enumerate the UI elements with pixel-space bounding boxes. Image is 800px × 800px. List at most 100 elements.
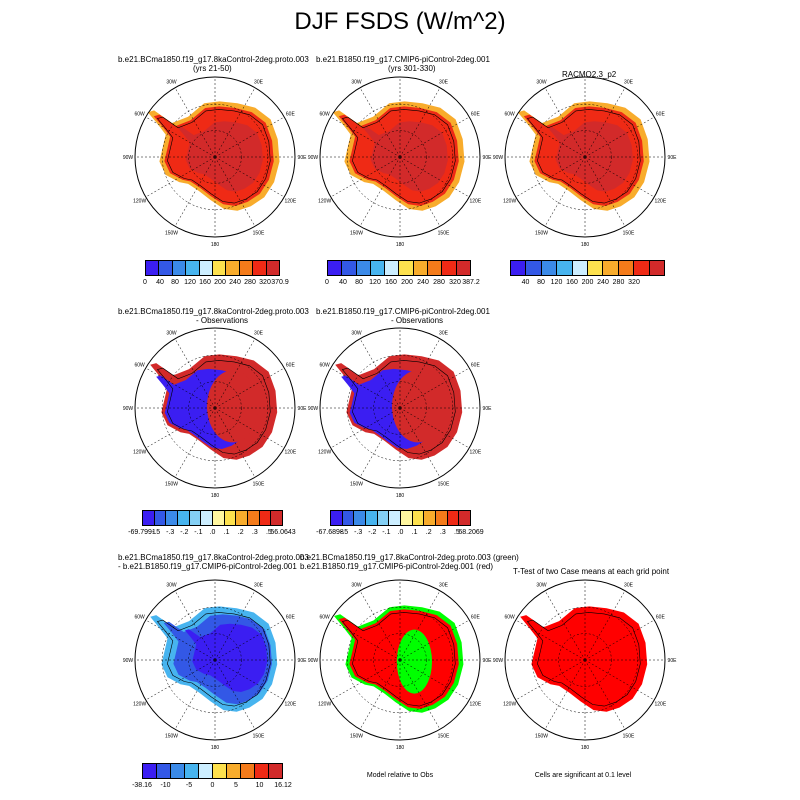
colorbar-swatch [456,261,470,275]
polar-map-r3c2: 30W 30E 60W 60E 90W 90E 120W 120E 150W 150E 180 [308,579,493,751]
panel-title-r3c3: T-Test of two Case means at each grid po… [513,567,670,576]
longitude-label: 120W [318,702,331,708]
longitude-label: 90E [668,155,678,161]
polar-map-r1c3: 30W 30E 60W 60E 90W 90E 120W 120E 150W 150E 180 [493,76,678,248]
note-significant: Cells are significant at 0.1 level [534,772,632,779]
meridian-line [399,116,470,158]
longitude-label: 30W [536,583,547,589]
longitude-label: 60W [135,363,146,369]
longitude-label: 30W [166,331,177,337]
longitude-label: 90E [483,658,493,664]
colorbar-tick-label: 40 [339,279,347,286]
colorbar-tick-label: 120 [184,279,196,286]
map-boundary [319,579,481,741]
latitude-circle [188,381,242,435]
meridian-line [214,407,256,478]
colorbar-tick-label: 80 [355,279,363,286]
longitude-label: 90E [298,406,308,412]
meridian-line [214,659,256,730]
colorbar-tick-label: 80 [537,279,545,286]
colorbar-swatch [236,511,249,525]
meridian-line [214,590,256,661]
longitude-label: 150W [535,230,548,236]
meridian-line [145,659,216,701]
colorbar-tick-label: 320 [259,279,271,286]
latitude-circle [188,130,242,184]
latitude-circle [373,130,427,184]
longitude-label: 150E [253,733,265,739]
longitude-label: 60W [320,363,331,369]
colorbar-tick-label: -67.6898 [316,529,344,536]
colorbar-swatch [269,764,282,778]
colorbar-swatch [199,764,213,778]
longitude-label: 30W [166,583,177,589]
longitude-label: 90E [298,155,308,161]
colorbar-swatch [248,511,260,525]
longitude-label: 90W [308,155,319,161]
meridian-line [359,156,401,227]
colorbar-swatch [342,261,357,275]
longitude-label: 60E [471,112,481,118]
longitude-label: 120E [285,450,297,456]
east-plateau-fill [207,370,259,443]
colorbar-tick-label: 40 [156,279,164,286]
longitude-label: 120W [503,702,516,708]
longitude-label: 60W [320,112,331,118]
colorbar-tick-label: .1 [411,529,418,536]
longitude-label: 120E [470,199,482,205]
meridian-line [399,367,470,409]
colorbar-tick-label: 160 [199,279,211,286]
colorbar-swatch [239,261,254,275]
longitude-label: 180 [581,745,590,751]
meridian-line [359,338,401,409]
colorbar-swatch [226,261,240,275]
longitude-label: 120W [318,199,331,205]
colorbar-tick-label: 280 [244,279,256,286]
colorbar-tick-label: .0 [397,529,404,536]
meridian-line [584,590,626,661]
longitude-label: 180 [211,242,220,248]
colorbar-tick-label: .1 [223,529,230,536]
polar-map-r2c1: 30W 30E 60W 60E 90W 90E 120W 120E 150W 150E 180 [123,327,308,499]
colorbar-swatch [511,261,527,275]
colorbar-tick-label: .0 [209,529,216,536]
colorbar-swatch [253,261,267,275]
colorbar-tick-label: 0 [210,782,215,789]
meridian-line [359,659,401,730]
longitude-label: 150W [165,481,178,487]
colorbar-swatch [171,764,185,778]
longitude-label: 90W [308,406,319,412]
colorbar-swatch [227,764,241,778]
longitude-label: 30W [351,331,362,337]
meridian-line [584,619,655,661]
colorbar-tick-label: 320 [628,279,640,286]
colorbar-tick-label: -.5 [152,529,161,536]
colorbar-swatch [342,511,355,525]
meridian-line [584,116,655,158]
longitude-label: 120E [470,702,482,708]
longitude-label: 150E [253,481,265,487]
colorbar-swatch [328,261,343,275]
latitude-circle [373,633,427,687]
longitude-label: 60W [135,615,146,621]
colorbar-swatch [634,261,650,275]
colorbar-swatch [172,261,187,275]
longitude-label: 60E [471,363,481,369]
longitude-label: 30E [439,80,449,86]
longitude-label: 180 [211,493,220,499]
longitude-label: 60E [286,112,296,118]
coastline [156,612,271,707]
colorbar-swatch [154,511,167,525]
longitude-label: 150W [350,230,363,236]
longitude-label: 150E [623,733,635,739]
colorbar-swatch [213,511,225,525]
colorbar-tick-label: 0 [143,279,147,286]
meridian-line [214,156,256,227]
longitude-label: 120E [470,450,482,456]
colorbar-tick-label: 5 [234,782,238,789]
longitude-label: 150W [535,733,548,739]
longitude-label: 150E [438,230,450,236]
meridian-line [544,87,586,158]
coastline [526,109,641,204]
colorbar-swatch [354,511,367,525]
